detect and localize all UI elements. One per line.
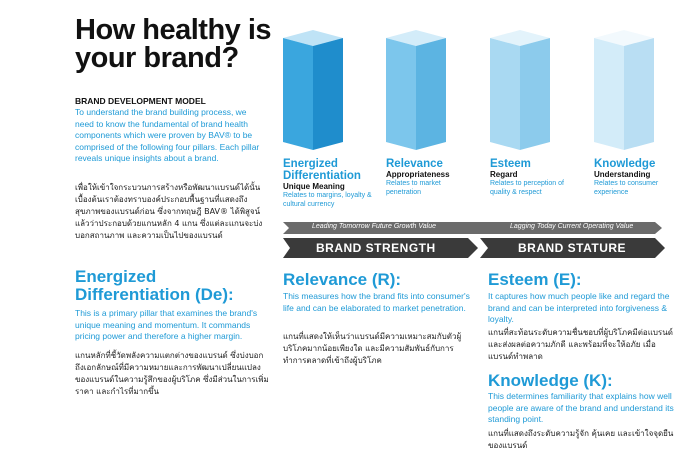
pillar-title: Relevance: [386, 158, 443, 170]
pillar-4: [594, 30, 654, 150]
pillar-subtitle: Regard: [490, 170, 518, 179]
pillar-label: Energized Differentiation Unique Meaning…: [283, 158, 378, 209]
pillar-subtitle: Understanding: [594, 170, 651, 179]
section-text: It captures how much people like and reg…: [488, 291, 670, 324]
band-lagging: Lagging Today Current Operating Value: [510, 223, 634, 230]
section-heading: Energized Differentiation (De):: [75, 267, 234, 304]
model-heading: BRAND DEVELOPMENT MODEL: [75, 96, 206, 106]
section-thai: แกนหลักที่ชี้วัดพลังความแตกต่างของแบรนด์…: [75, 351, 269, 396]
pillar-title: Esteem: [490, 158, 531, 170]
model-intro: To understand the brand building process…: [75, 107, 260, 163]
page-title: How healthy is your brand?: [75, 14, 272, 74]
pillar-description: Relates to margins, loyalty & cultural c…: [283, 192, 372, 208]
pillar-subtitle: Unique Meaning: [283, 182, 345, 191]
pillar-subtitle: Appropriateness: [386, 170, 450, 179]
section-heading: Relevance (R):: [283, 270, 402, 289]
band-bottom: [283, 238, 478, 258]
band-strength: BRAND STRENGTH: [316, 241, 436, 255]
pillar-description: Relates to market penetration: [386, 180, 441, 196]
pillar-2: [386, 30, 446, 150]
section-thai: แกนที่สะท้อนระดับความชื่นชอบที่ผู้บริโภค…: [488, 328, 673, 361]
section-thai: แกนที่แสดงถึงระดับความรู้จัก คุ้นเคย และ…: [488, 429, 674, 450]
pillar-3: [490, 30, 550, 150]
model-thai: เพื่อให้เข้าใจกระบวนการสร้างหรือพัฒนาแบร…: [75, 183, 263, 240]
pillar-label: Knowledge Understanding Relates to consu…: [594, 158, 684, 197]
pillar-title: Knowledge: [594, 158, 656, 170]
section-thai: แกนที่แสดงให้เห็นว่าแบรนด์มีความเหมาะสมก…: [283, 332, 462, 365]
band-stature: BRAND STATURE: [518, 241, 627, 255]
pillar-label: Esteem Regard Relates to perception of q…: [490, 158, 580, 197]
section-heading: Esteem (E):: [488, 270, 582, 289]
band-top: [283, 222, 662, 234]
section-heading: Knowledge (K):: [488, 371, 613, 390]
section-text: This is a primary pillar that examines t…: [75, 308, 258, 341]
section-text: This measures how the brand fits into co…: [283, 291, 470, 313]
pillar-1: [283, 30, 343, 150]
pillar-label: Relevance Appropriateness Relates to mar…: [386, 158, 476, 197]
band-bottom: [480, 238, 665, 258]
band-leading: Leading Tomorrow Future Growth Value: [312, 223, 436, 230]
pillar-title: Energized Differentiation: [283, 158, 361, 182]
pillar-description: Relates to perception of quality & respe…: [490, 180, 564, 196]
pillar-description: Relates to consumer experience: [594, 180, 659, 196]
section-text: This determines familiarity that explain…: [488, 391, 674, 424]
